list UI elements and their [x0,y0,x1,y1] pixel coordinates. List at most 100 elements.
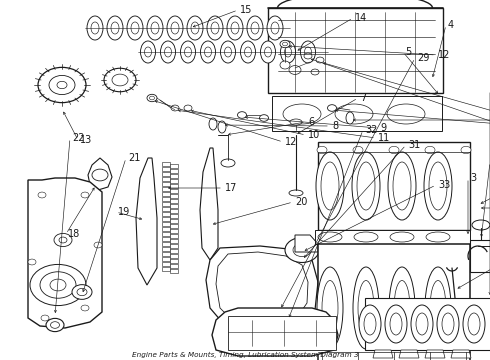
Ellipse shape [280,61,290,69]
Ellipse shape [353,267,379,349]
Circle shape [30,265,86,306]
Bar [315,230,470,244]
Circle shape [316,57,324,63]
Polygon shape [200,148,218,260]
Bar [170,264,178,268]
Bar [170,259,178,263]
Text: 3: 3 [470,173,476,183]
Ellipse shape [111,22,119,34]
Ellipse shape [359,305,381,343]
Polygon shape [28,178,102,328]
Circle shape [94,242,102,248]
Bar [162,227,170,231]
Bar [170,174,178,178]
Polygon shape [88,158,112,190]
Circle shape [77,288,87,296]
Circle shape [40,272,76,298]
Text: 4: 4 [448,20,454,30]
Ellipse shape [265,47,271,57]
Bar [162,247,170,251]
Bar [162,192,170,196]
Circle shape [289,66,301,75]
Circle shape [59,237,67,243]
Ellipse shape [390,313,402,335]
Ellipse shape [147,16,163,40]
Bar [170,269,178,273]
Circle shape [304,53,312,59]
Ellipse shape [316,152,344,220]
Bar [162,222,170,226]
Ellipse shape [358,280,374,336]
Ellipse shape [411,305,433,343]
Bar [162,212,170,216]
Ellipse shape [267,16,283,40]
Text: 6: 6 [308,117,314,127]
Polygon shape [212,308,338,356]
Circle shape [28,259,36,265]
Bar [170,234,178,238]
Ellipse shape [468,313,480,335]
Circle shape [149,96,154,100]
Bar [162,197,170,201]
Bar [162,167,170,171]
Circle shape [57,81,67,89]
Text: 33: 33 [438,180,450,190]
Ellipse shape [346,112,354,124]
Circle shape [72,285,92,300]
Ellipse shape [241,41,255,63]
Text: 15: 15 [240,5,252,15]
Ellipse shape [280,41,295,63]
Text: 11: 11 [378,133,390,143]
Bar [365,298,490,350]
Circle shape [317,146,327,154]
Ellipse shape [191,22,199,34]
Text: Engine Parts & Mounts, Timing, Lubrication System Diagram 3: Engine Parts & Mounts, Timing, Lubricati… [132,352,358,358]
Polygon shape [399,350,419,358]
Polygon shape [425,350,445,358]
Bar [170,179,178,183]
Ellipse shape [245,47,251,57]
Circle shape [311,69,319,75]
Ellipse shape [387,104,425,124]
Ellipse shape [394,280,410,336]
Ellipse shape [388,152,416,220]
Ellipse shape [425,267,451,349]
Polygon shape [206,246,318,332]
Ellipse shape [335,104,373,124]
Circle shape [41,315,49,321]
Ellipse shape [430,280,446,336]
Ellipse shape [271,22,279,34]
Circle shape [285,238,319,262]
Bar [162,217,170,221]
Ellipse shape [165,47,172,57]
Ellipse shape [364,313,376,335]
Ellipse shape [426,232,450,242]
Circle shape [280,40,290,48]
Bar [470,240,490,272]
Ellipse shape [304,47,312,57]
Circle shape [38,192,46,198]
Ellipse shape [463,305,485,343]
Circle shape [50,322,59,328]
Bar [170,189,178,193]
Bar [162,267,170,271]
Bar [162,232,170,236]
Ellipse shape [437,305,459,343]
Polygon shape [136,158,157,285]
Bar [162,162,170,166]
Circle shape [46,318,64,332]
Ellipse shape [424,152,452,220]
Bar [170,249,178,253]
Circle shape [327,105,337,111]
Ellipse shape [251,22,259,34]
Circle shape [92,169,108,181]
Text: 10: 10 [308,130,320,140]
Text: 13: 13 [80,135,92,145]
Bar [162,257,170,261]
Ellipse shape [300,41,316,63]
Bar [170,239,178,243]
Ellipse shape [204,47,212,57]
Circle shape [49,76,75,95]
Text: 21: 21 [128,153,140,163]
Text: 7: 7 [360,93,366,103]
